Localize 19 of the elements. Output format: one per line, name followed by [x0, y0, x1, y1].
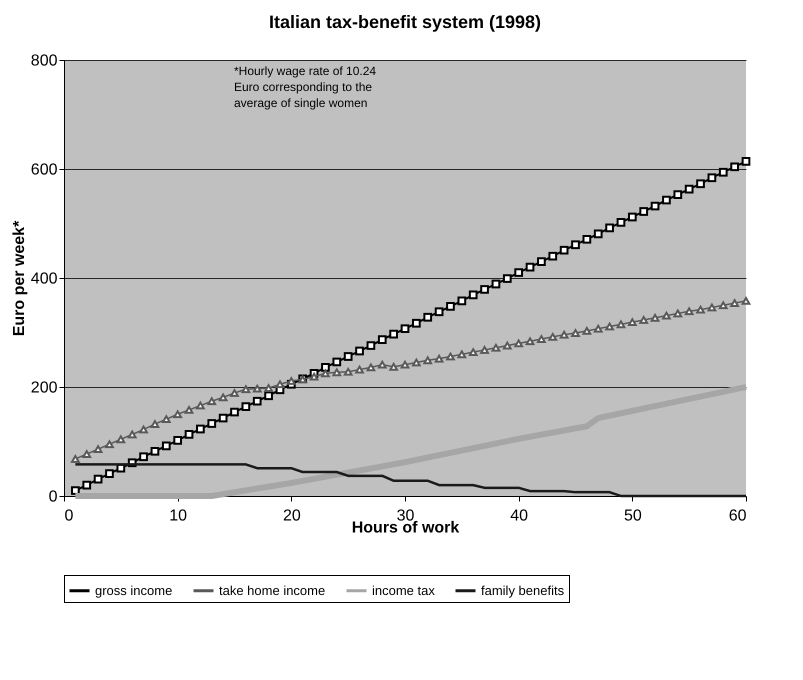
y-tick-label: 200	[30, 380, 58, 396]
x-axis-title: Hours of work	[352, 520, 460, 536]
y-tick-label: 400	[30, 270, 58, 288]
legend-label: take home income	[219, 582, 326, 598]
x-tick-label: 40	[510, 508, 528, 524]
legend-label: family benefits	[481, 582, 565, 598]
x-tick-label: 50	[624, 508, 642, 524]
x-tick-label: 20	[282, 508, 301, 524]
y-axis-title: Euro per week*	[10, 220, 28, 336]
legend-label: income tax	[372, 582, 436, 598]
annotation: *Hourly wage rate of 10.24 Euro corresponding to the average of single women	[234, 64, 376, 110]
x-tick-label: 10	[169, 508, 188, 524]
y-tick-label: 600	[30, 162, 58, 178]
legend-label: gross income	[95, 582, 172, 598]
y-tick-label: 800	[30, 52, 58, 70]
y-tick-label: 0	[48, 488, 58, 506]
x-tick-label: 0	[64, 508, 74, 524]
chart-title: Italian tax-benefit system (1998)	[268, 12, 542, 32]
x-tick-label: 60	[728, 508, 747, 524]
